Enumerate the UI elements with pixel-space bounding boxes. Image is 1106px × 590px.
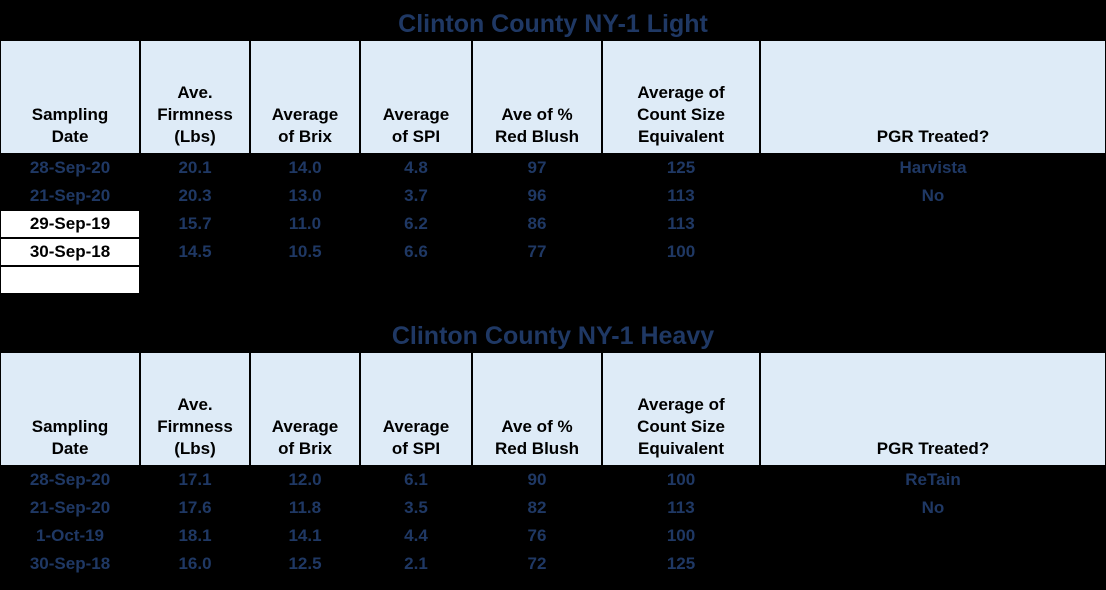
cell-sampling-date[interactable]: 28-Sep-20 (29, 470, 111, 489)
header-spi[interactable]: Average of SPI (360, 352, 472, 466)
cell-red-blush[interactable]: 76 (527, 526, 547, 545)
cell-firmness[interactable]: 16.0 (178, 554, 212, 573)
cell-pgr[interactable] (760, 266, 1106, 294)
table-row: 28-Sep-20 20.1 14.0 4.8 97 125 Harvista (0, 154, 1106, 182)
cell-spi[interactable] (360, 266, 472, 294)
cell-red-blush[interactable] (472, 266, 602, 294)
cell-sampling-date[interactable]: 21-Sep-20 (29, 498, 111, 517)
table-row: 30-Sep-18 16.0 12.5 2.1 72 125 (0, 550, 1106, 578)
cell-count-size[interactable]: 113 (667, 186, 695, 205)
cell-count-size[interactable]: 100 (666, 526, 696, 545)
cell-pgr[interactable]: No (921, 186, 945, 205)
cell-sampling-date[interactable]: 30-Sep-18 (0, 238, 140, 266)
cell-pgr[interactable]: ReTain (905, 470, 961, 489)
header-pgr[interactable]: PGR Treated? (760, 352, 1106, 466)
cell-brix[interactable] (250, 266, 360, 294)
header-count-size[interactable]: Average of Count Size Equivalent (602, 40, 760, 154)
cell-count-size[interactable]: 125 (666, 554, 696, 573)
cell-red-blush[interactable]: 86 (527, 214, 547, 233)
cell-red-blush[interactable]: 72 (527, 554, 547, 573)
cell-spi[interactable]: 4.4 (404, 526, 428, 545)
cell-sampling-date[interactable]: 1-Oct-19 (35, 526, 105, 545)
header-brix[interactable]: Average of Brix (250, 352, 360, 466)
cell-sampling-date[interactable]: 28-Sep-20 (29, 158, 111, 177)
cell-red-blush[interactable]: 96 (527, 186, 547, 205)
header-firmness[interactable]: Ave. Firmness (Lbs) (140, 352, 250, 466)
header-red-blush[interactable]: Ave of % Red Blush (472, 352, 602, 466)
header-pgr[interactable]: PGR Treated? (760, 40, 1106, 154)
cell-brix[interactable]: 14.1 (288, 526, 322, 545)
cell-spi[interactable]: 2.1 (404, 554, 428, 573)
header-firmness[interactable]: Ave. Firmness (Lbs) (140, 40, 250, 154)
cell-brix[interactable]: 11.8 (288, 498, 322, 517)
table-row: 21-Sep-20 20.3 13.0 3.7 96 113 No (0, 182, 1106, 210)
cell-firmness[interactable]: 20.3 (178, 186, 212, 205)
header-sampling-date[interactable]: Sampling Date (0, 40, 140, 154)
cell-count-size[interactable] (602, 266, 760, 294)
cell-red-blush[interactable]: 97 (527, 158, 547, 177)
cell-count-size[interactable]: 100 (666, 242, 696, 261)
cell-spi[interactable]: 6.2 (404, 214, 428, 233)
cell-spi[interactable]: 3.5 (404, 498, 428, 517)
cell-brix[interactable]: 13.0 (288, 186, 322, 205)
cell-brix[interactable]: 10.5 (288, 242, 322, 261)
table-row: 29-Sep-19 15.7 11.0 6.2 86 113 (0, 210, 1106, 238)
header-count-size[interactable]: Average of Count Size Equivalent (602, 352, 760, 466)
cell-sampling-date[interactable]: 29-Sep-19 (0, 210, 140, 238)
cell-spi[interactable]: 4.8 (404, 158, 428, 177)
cell-pgr[interactable] (760, 522, 1106, 550)
cell-pgr[interactable] (760, 238, 1106, 266)
cell-firmness[interactable] (140, 266, 250, 294)
cell-brix[interactable]: 12.0 (288, 470, 322, 489)
cell-brix[interactable]: 14.0 (288, 158, 322, 177)
cell-spi[interactable]: 3.7 (404, 186, 428, 205)
cell-pgr[interactable] (760, 210, 1106, 238)
heavy-table: Clinton County NY-1 Heavy Sampling Date … (0, 320, 1106, 578)
cell-red-blush[interactable]: 82 (527, 498, 547, 517)
light-table: Clinton County NY-1 Light Sampling Date … (0, 8, 1106, 294)
cell-pgr[interactable] (760, 550, 1106, 578)
cell-sampling-date[interactable]: 30-Sep-18 (29, 554, 111, 573)
heavy-table-header-row: Sampling Date Ave. Firmness (Lbs) Averag… (0, 352, 1106, 466)
cell-red-blush[interactable]: 90 (527, 470, 547, 489)
cell-count-size[interactable]: 113 (667, 214, 695, 233)
cell-sampling-date[interactable] (0, 266, 140, 294)
cell-firmness[interactable]: 20.1 (178, 158, 212, 177)
cell-firmness[interactable]: 17.1 (178, 470, 212, 489)
header-brix[interactable]: Average of Brix (250, 40, 360, 154)
cell-spi[interactable]: 6.1 (404, 470, 428, 489)
header-spi[interactable]: Average of SPI (360, 40, 472, 154)
cell-sampling-date[interactable]: 21-Sep-20 (29, 186, 111, 205)
table-row (0, 266, 1106, 294)
light-table-title: Clinton County NY-1 Light (398, 10, 708, 38)
header-red-blush[interactable]: Ave of % Red Blush (472, 40, 602, 154)
light-table-header-row: Sampling Date Ave. Firmness (Lbs) Averag… (0, 40, 1106, 154)
cell-red-blush[interactable]: 77 (527, 242, 547, 261)
cell-brix[interactable]: 12.5 (288, 554, 322, 573)
cell-count-size[interactable]: 125 (666, 158, 696, 177)
cell-firmness[interactable]: 14.5 (178, 242, 212, 261)
cell-spi[interactable]: 6.6 (404, 242, 428, 261)
cell-pgr[interactable]: Harvista (899, 158, 967, 177)
cell-count-size[interactable]: 113 (667, 498, 695, 517)
table-row: 21-Sep-20 17.6 11.8 3.5 82 113 No (0, 494, 1106, 522)
cell-brix[interactable]: 11.0 (288, 214, 322, 233)
table-row: 1-Oct-19 18.1 14.1 4.4 76 100 (0, 522, 1106, 550)
heavy-table-title: Clinton County NY-1 Heavy (391, 322, 715, 350)
table-row: 28-Sep-20 17.1 12.0 6.1 90 100 ReTain (0, 466, 1106, 494)
cell-firmness[interactable]: 15.7 (178, 214, 212, 233)
cell-firmness[interactable]: 18.1 (178, 526, 212, 545)
table-row: 30-Sep-18 14.5 10.5 6.6 77 100 (0, 238, 1106, 266)
cell-count-size[interactable]: 100 (666, 470, 696, 489)
header-sampling-date[interactable]: Sampling Date (0, 352, 140, 466)
cell-firmness[interactable]: 17.6 (178, 498, 212, 517)
cell-pgr[interactable]: No (921, 498, 945, 517)
